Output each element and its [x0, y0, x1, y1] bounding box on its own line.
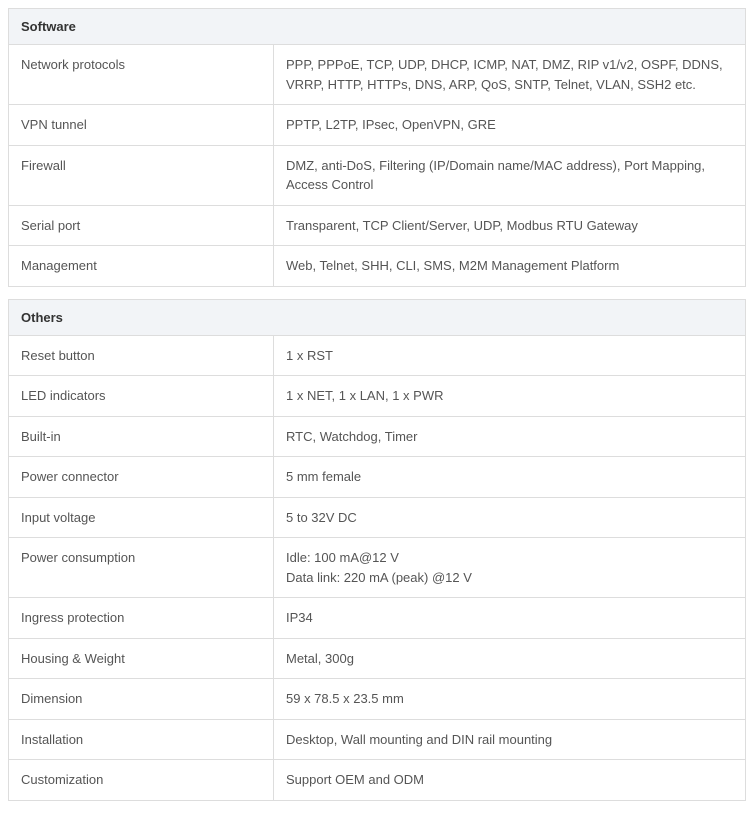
spec-value-led-indicators: 1 x NET, 1 x LAN, 1 x PWR	[274, 376, 746, 417]
spec-value-built-in: RTC, Watchdog, Timer	[274, 416, 746, 457]
spec-label-ingress-protection: Ingress protection	[9, 598, 274, 639]
section-header-software: Software	[9, 9, 746, 45]
table-row: Reset button1 x RST	[9, 335, 746, 376]
table-row: VPN tunnelPPTP, L2TP, IPsec, OpenVPN, GR…	[9, 105, 746, 146]
spec-value-power-connector: 5 mm female	[274, 457, 746, 498]
spec-label-installation: Installation	[9, 719, 274, 760]
spec-value-housing-weight: Metal, 300g	[274, 638, 746, 679]
table-row: CustomizationSupport OEM and ODM	[9, 760, 746, 801]
spec-value-vpn-tunnel: PPTP, L2TP, IPsec, OpenVPN, GRE	[274, 105, 746, 146]
spec-label-firewall: Firewall	[9, 145, 274, 205]
spec-label-serial-port: Serial port	[9, 205, 274, 246]
spec-label-reset-button: Reset button	[9, 335, 274, 376]
spec-value-input-voltage: 5 to 32V DC	[274, 497, 746, 538]
spec-label-customization: Customization	[9, 760, 274, 801]
table-row: Input voltage5 to 32V DC	[9, 497, 746, 538]
spec-value-network-protocols: PPP, PPPoE, TCP, UDP, DHCP, ICMP, NAT, D…	[274, 45, 746, 105]
table-row: Dimension59 x 78.5 x 23.5 mm	[9, 679, 746, 720]
spec-table-others: OthersReset button1 x RSTLED indicators1…	[8, 299, 746, 801]
spec-value-serial-port: Transparent, TCP Client/Server, UDP, Mod…	[274, 205, 746, 246]
spec-label-input-voltage: Input voltage	[9, 497, 274, 538]
spec-label-management: Management	[9, 246, 274, 287]
spec-label-dimension: Dimension	[9, 679, 274, 720]
table-row: Network protocolsPPP, PPPoE, TCP, UDP, D…	[9, 45, 746, 105]
spec-value-reset-button: 1 x RST	[274, 335, 746, 376]
spec-label-network-protocols: Network protocols	[9, 45, 274, 105]
spec-label-vpn-tunnel: VPN tunnel	[9, 105, 274, 146]
table-row: Serial portTransparent, TCP Client/Serve…	[9, 205, 746, 246]
table-row: Housing & WeightMetal, 300g	[9, 638, 746, 679]
table-row: InstallationDesktop, Wall mounting and D…	[9, 719, 746, 760]
spec-label-power-consumption: Power consumption	[9, 538, 274, 598]
spec-tables-container: SoftwareNetwork protocolsPPP, PPPoE, TCP…	[8, 8, 746, 801]
table-row: Built-inRTC, Watchdog, Timer	[9, 416, 746, 457]
spec-value-management: Web, Telnet, SHH, CLI, SMS, M2M Manageme…	[274, 246, 746, 287]
table-row: ManagementWeb, Telnet, SHH, CLI, SMS, M2…	[9, 246, 746, 287]
spec-value-power-consumption: Idle: 100 mA@12 VData link: 220 mA (peak…	[274, 538, 746, 598]
section-header-others: Others	[9, 299, 746, 335]
spec-label-housing-weight: Housing & Weight	[9, 638, 274, 679]
table-row: Ingress protectionIP34	[9, 598, 746, 639]
spec-value-ingress-protection: IP34	[274, 598, 746, 639]
table-row: LED indicators1 x NET, 1 x LAN, 1 x PWR	[9, 376, 746, 417]
spec-value-dimension: 59 x 78.5 x 23.5 mm	[274, 679, 746, 720]
table-row: Power consumptionIdle: 100 mA@12 VData l…	[9, 538, 746, 598]
spec-value-installation: Desktop, Wall mounting and DIN rail moun…	[274, 719, 746, 760]
spec-label-built-in: Built-in	[9, 416, 274, 457]
table-row: Power connector5 mm female	[9, 457, 746, 498]
table-row: FirewallDMZ, anti-DoS, Filtering (IP/Dom…	[9, 145, 746, 205]
spec-value-firewall: DMZ, anti-DoS, Filtering (IP/Domain name…	[274, 145, 746, 205]
spec-value-customization: Support OEM and ODM	[274, 760, 746, 801]
spec-label-led-indicators: LED indicators	[9, 376, 274, 417]
spec-table-software: SoftwareNetwork protocolsPPP, PPPoE, TCP…	[8, 8, 746, 287]
spec-label-power-connector: Power connector	[9, 457, 274, 498]
